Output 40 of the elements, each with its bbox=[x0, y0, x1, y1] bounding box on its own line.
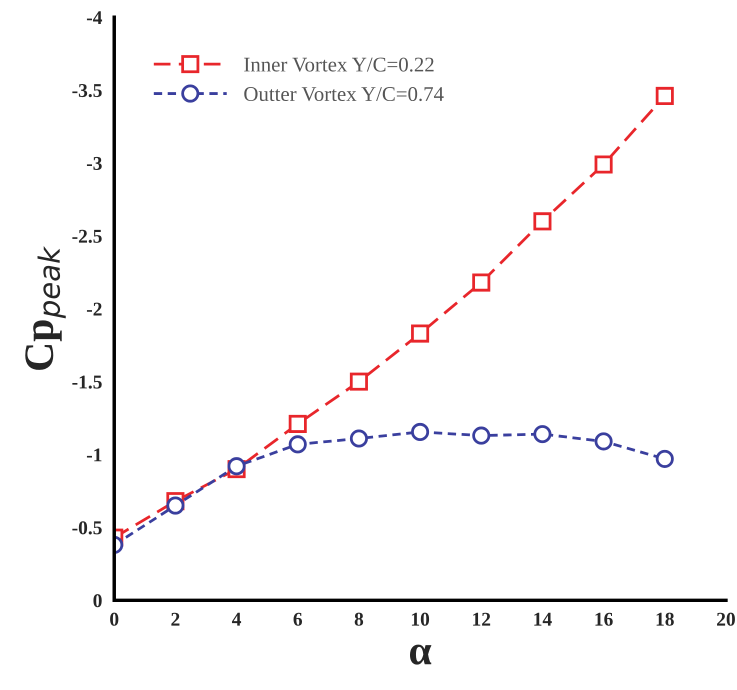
y-tick-label: -1 bbox=[86, 448, 102, 462]
point bbox=[656, 450, 674, 468]
x-tick-label: 18 bbox=[656, 612, 674, 626]
point bbox=[594, 155, 613, 174]
y-axis-title: Cp$_{peak}$ bbox=[25, 246, 66, 370]
point bbox=[166, 496, 184, 515]
point bbox=[288, 414, 307, 433]
point bbox=[656, 86, 674, 105]
point bbox=[472, 426, 490, 445]
point bbox=[533, 425, 552, 444]
point bbox=[228, 457, 246, 476]
x-tick-label: 2 bbox=[171, 612, 180, 626]
legend-label: Outter Vortex Y/C=0.74 bbox=[244, 87, 444, 102]
y-tick-label: -1.5 bbox=[72, 376, 102, 389]
point bbox=[533, 212, 552, 230]
point bbox=[288, 435, 307, 454]
point bbox=[350, 429, 368, 448]
point bbox=[411, 422, 430, 441]
x-tick-label: 14 bbox=[534, 612, 552, 626]
x-tick-label: 6 bbox=[294, 612, 302, 626]
y-tick-label: -3 bbox=[86, 156, 102, 170]
point bbox=[472, 274, 490, 292]
y-tick-label: -4 bbox=[86, 11, 102, 24]
x-tick-label: 20 bbox=[717, 612, 735, 626]
y-tick-label: -3.5 bbox=[72, 84, 102, 98]
x-tick-label: 0 bbox=[110, 612, 118, 626]
legend-label: Inner Vortex Y/C=0.22 bbox=[244, 58, 434, 72]
point bbox=[350, 372, 368, 391]
x-tick-label: 12 bbox=[473, 612, 490, 626]
y-tick-label: -2 bbox=[86, 302, 102, 316]
x-tick-label: 10 bbox=[412, 612, 430, 626]
x-axis-title: α bbox=[410, 644, 432, 665]
x-tick-label: 4 bbox=[232, 612, 242, 626]
y-tick-label: -0.5 bbox=[72, 521, 102, 534]
x-tick-label: 16 bbox=[595, 612, 613, 626]
y-tick-label: -2.5 bbox=[72, 230, 102, 243]
point bbox=[594, 432, 613, 450]
y-tick-label: 0 bbox=[93, 594, 102, 608]
x-tick-label: 8 bbox=[354, 612, 364, 626]
point bbox=[411, 324, 430, 343]
